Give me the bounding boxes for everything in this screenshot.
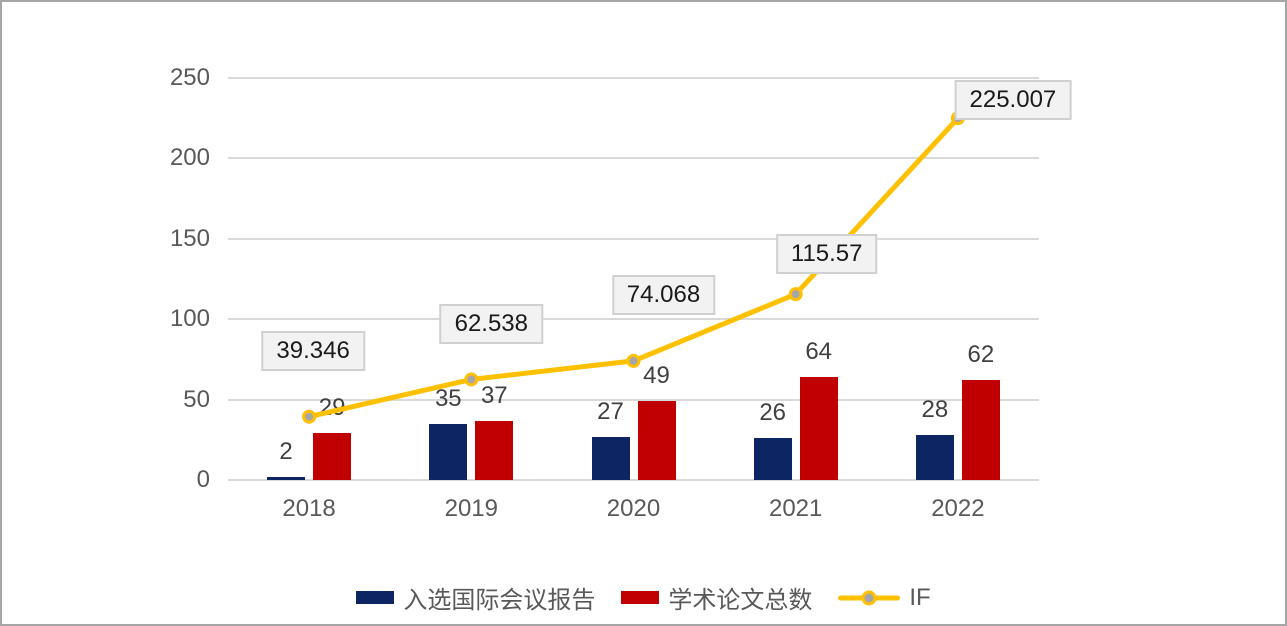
legend-label-conference-reports: 入选国际会议报告 — [403, 587, 596, 614]
bar-入选国际会议报告-2021 — [753, 438, 792, 480]
gridline-200 — [228, 157, 1039, 160]
bar-value-label: 64 — [805, 338, 833, 366]
y-axis-tick-label: 150 — [169, 224, 210, 252]
bar-入选国际会议报告-2019 — [429, 423, 468, 480]
x-axis-label-2022: 2022 — [931, 495, 985, 522]
y-axis-tick-label: 200 — [169, 144, 210, 172]
bar-value-label: 49 — [643, 362, 670, 390]
x-axis-label-2018: 2018 — [282, 495, 336, 522]
legend-label-if: IF — [909, 583, 931, 611]
bar-value-label: 2 — [279, 437, 293, 465]
bar-学术论文总数-2020 — [637, 401, 676, 480]
bar-学术论文总数-2022 — [961, 380, 1000, 480]
if-data-label-2021: 115.57 — [775, 234, 878, 275]
bar-value-label: 29 — [318, 394, 346, 422]
bar-学术论文总数-2021 — [799, 377, 838, 480]
legend-item-if: IF — [838, 583, 931, 612]
if-data-label-2018: 39.346 — [261, 330, 365, 371]
y-axis-tick-label: 100 — [169, 305, 210, 333]
if-data-label-2019: 62.538 — [439, 304, 543, 345]
bar-入选国际会议报告-2020 — [591, 436, 630, 480]
gridline-150 — [228, 237, 1039, 240]
if-data-label-2020: 74.068 — [611, 274, 716, 315]
legend-item-total-papers: 学术论文总数 — [621, 580, 812, 615]
legend-swatch-blue-bar — [356, 591, 395, 604]
legend-label-total-papers: 学术论文总数 — [668, 587, 813, 614]
if-data-label-2022: 225.007 — [954, 80, 1072, 121]
bar-value-label: 62 — [967, 341, 995, 369]
gridline-100 — [228, 318, 1039, 321]
legend-item-conference-reports: 入选国际会议报告 — [356, 580, 595, 615]
bar-学术论文总数-2019 — [475, 420, 514, 480]
bar-入选国际会议报告-2022 — [915, 434, 954, 480]
chart-legend: 入选国际会议报告 学术论文总数 IF — [2, 580, 1285, 615]
bar-入选国际会议报告-2018 — [267, 476, 306, 480]
gridline-250 — [228, 77, 1039, 79]
x-axis-label-2019: 2019 — [444, 495, 498, 522]
legend-swatch-line-marker-icon — [838, 590, 901, 606]
bar-value-label: 37 — [480, 381, 508, 409]
y-axis-tick-label: 0 — [196, 466, 210, 493]
x-axis-label-2021: 2021 — [768, 495, 823, 522]
if-marker-2021 — [788, 287, 803, 302]
legend-swatch-red-bar — [621, 591, 660, 604]
y-axis-tick-label: 50 — [183, 385, 210, 413]
bar-学术论文总数-2018 — [313, 433, 352, 480]
gridline-0 — [228, 479, 1039, 481]
x-axis-label-2020: 2020 — [606, 495, 661, 522]
y-axis-tick-label: 250 — [169, 64, 210, 91]
